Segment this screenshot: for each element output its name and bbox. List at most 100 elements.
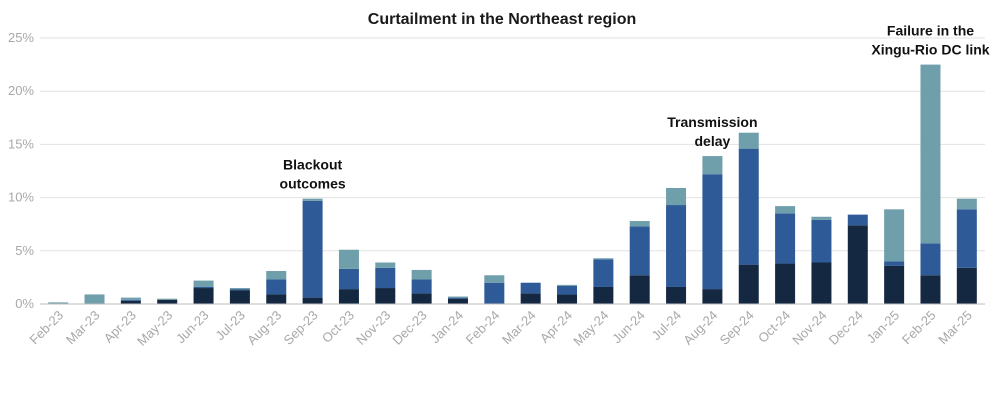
bar-segment xyxy=(920,243,941,276)
y-tick-label: 20% xyxy=(8,83,34,98)
bar-segment xyxy=(411,279,432,294)
x-tick-label: Oct-23 xyxy=(319,308,357,346)
bar-segment xyxy=(956,267,977,304)
bar-segment xyxy=(48,302,69,304)
bar-segment xyxy=(266,271,287,280)
bar-segment xyxy=(956,209,977,268)
bar-segment xyxy=(775,213,796,264)
bar-segment xyxy=(884,265,905,304)
x-tick-label: Apr-24 xyxy=(537,308,575,346)
bar-segment xyxy=(557,294,578,304)
bar-segment xyxy=(520,282,541,294)
annotation: Transmission delay xyxy=(667,114,757,149)
bar-segment xyxy=(193,288,214,304)
bar-segment xyxy=(484,275,505,283)
bar-segment xyxy=(447,297,468,299)
bar-segment xyxy=(956,198,977,210)
bar-segment xyxy=(702,289,723,304)
bar-segment xyxy=(738,264,759,304)
x-tick-label: Mar-23 xyxy=(63,308,103,348)
bar-segment xyxy=(266,279,287,295)
bar-segment xyxy=(120,299,141,301)
y-tick-label: 10% xyxy=(8,190,34,205)
bar-segment xyxy=(520,293,541,304)
bar-segment xyxy=(629,226,650,276)
bar-segment xyxy=(629,221,650,227)
bar-segment xyxy=(847,214,868,226)
bar-segment xyxy=(666,205,687,287)
gridlines xyxy=(40,37,985,252)
bar-segment xyxy=(629,275,650,304)
x-tick-label: May-24 xyxy=(570,308,611,349)
x-tick-label: Dec-23 xyxy=(390,308,430,348)
bar-segment xyxy=(302,297,323,304)
bar-segment xyxy=(375,288,396,304)
bar-segment xyxy=(447,298,468,304)
bar-segment xyxy=(884,261,905,266)
x-tick-label: Dec-24 xyxy=(826,308,866,348)
x-tick-label: Mar-24 xyxy=(499,308,539,348)
bar-segment xyxy=(157,299,178,304)
x-tick-label: Aug-23 xyxy=(244,308,284,348)
bar-segment xyxy=(193,286,214,289)
bars xyxy=(48,64,977,304)
bar-segment xyxy=(447,296,468,298)
bar-segment xyxy=(484,282,505,304)
x-tick-label: Jun-24 xyxy=(609,308,648,347)
bar-segment xyxy=(302,200,323,298)
bar-segment xyxy=(920,64,941,244)
bar-segment xyxy=(920,275,941,304)
y-axis-ticks: 0% 5% 10% 15% 20% 25% xyxy=(8,30,34,311)
bar-segment xyxy=(266,294,287,304)
bar-segment xyxy=(338,289,359,304)
x-tick-label: Feb-24 xyxy=(463,308,503,348)
x-tick-label: Sep-23 xyxy=(280,308,320,348)
bar-segment xyxy=(120,300,141,304)
y-tick-label: 0% xyxy=(15,296,34,311)
bar-segment xyxy=(738,148,759,265)
annotation: Blackout outcomes xyxy=(280,157,346,192)
x-tick-label: Jun-23 xyxy=(173,308,212,347)
y-tick-label: 5% xyxy=(15,243,34,258)
x-tick-label: Jan-24 xyxy=(427,308,466,347)
bar-segment xyxy=(666,188,687,206)
bar-segment xyxy=(157,298,178,300)
bar-segment xyxy=(593,258,614,260)
bar-segment xyxy=(775,263,796,304)
bar-segment xyxy=(338,268,359,290)
bar-segment xyxy=(702,156,723,175)
x-tick-label: Jul-24 xyxy=(649,308,685,344)
bar-segment xyxy=(84,294,105,304)
bar-segment xyxy=(302,198,323,201)
bar-segment xyxy=(375,267,396,289)
x-tick-label: Oct-24 xyxy=(755,308,793,346)
bar-segment xyxy=(120,297,141,300)
bar-segment xyxy=(702,174,723,290)
x-tick-label: May-23 xyxy=(134,308,175,349)
x-tick-label: Feb-25 xyxy=(899,308,939,348)
bar-segment xyxy=(666,286,687,304)
bar-segment xyxy=(593,286,614,304)
bar-segment xyxy=(411,269,432,280)
bar-segment xyxy=(229,290,250,304)
x-tick-label: Feb-23 xyxy=(27,308,67,348)
x-tick-label: Nov-23 xyxy=(353,308,393,348)
bar-segment xyxy=(738,132,759,149)
x-tick-label: Mar-25 xyxy=(935,308,975,348)
x-tick-label: Nov-24 xyxy=(789,308,829,348)
bar-segment xyxy=(811,262,832,304)
x-tick-label: Jul-23 xyxy=(212,308,248,344)
x-tick-label: Aug-24 xyxy=(680,308,720,348)
annotation: Failure in the Xingu-Rio DC link xyxy=(871,23,989,58)
bar-segment xyxy=(411,293,432,304)
y-tick-label: 25% xyxy=(8,30,34,45)
bar-segment xyxy=(338,249,359,269)
bar-segment xyxy=(593,259,614,287)
annotations: Blackout outcomes Transmission delay Failure… xyxy=(280,23,990,192)
bar-segment xyxy=(557,285,578,295)
bar-segment xyxy=(811,216,832,220)
bar-segment xyxy=(811,219,832,263)
bar-segment xyxy=(557,284,578,286)
